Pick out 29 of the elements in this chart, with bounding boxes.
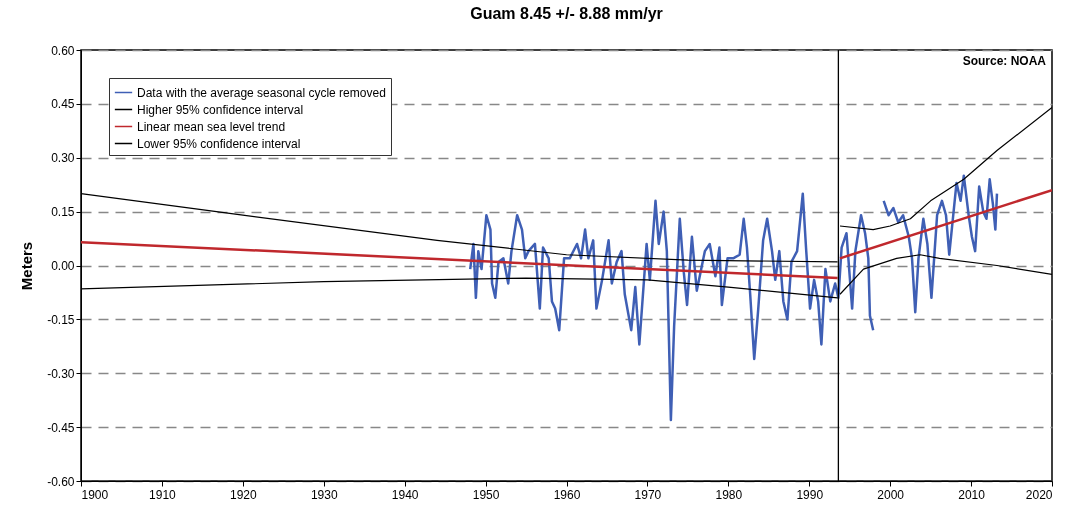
y-tick-label: 0.00 <box>51 259 75 273</box>
x-tick-label: 1990 <box>796 487 824 502</box>
x-tick-label: 1910 <box>149 487 177 502</box>
y-tick-label: -0.60 <box>47 474 75 489</box>
legend-label: Lower 95% confidence interval <box>137 136 301 151</box>
x-tick-label: 1920 <box>229 487 257 502</box>
y-tick-label: 0.45 <box>51 97 75 112</box>
x-tick-label: 1960 <box>553 487 581 502</box>
x-tick-label: 2000 <box>877 487 905 502</box>
y-tick-label: 0.15 <box>51 205 75 220</box>
y-axis-title: Meters <box>18 241 36 291</box>
y-tick-label: -0.45 <box>47 420 75 435</box>
y-tick-label: 0.60 <box>51 43 75 58</box>
legend-label: Data with the average seasonal cycle removed <box>137 85 386 100</box>
chart-title: Guam 8.45 +/- 8.88 mm/yr <box>470 5 663 22</box>
legend-label: Linear mean sea level trend <box>137 119 286 134</box>
x-tick-label: 2010 <box>958 487 986 502</box>
legend-label: Higher 95% confidence interval <box>137 102 304 117</box>
x-tick-label: 1930 <box>310 487 338 502</box>
x-tick-label: 1940 <box>391 487 419 502</box>
x-tick-label: 2020 <box>1025 487 1053 502</box>
annotation: Source: NOAA <box>962 54 1047 68</box>
x-tick-label: 1980 <box>715 487 743 502</box>
y-tick-label: -0.15 <box>47 312 75 327</box>
x-tick-label: 1900 <box>81 487 109 502</box>
x-tick-label: 1950 <box>472 487 500 502</box>
y-tick-label: 0.30 <box>51 151 75 166</box>
y-tick-label: -0.30 <box>47 366 75 381</box>
x-tick-label: 1970 <box>634 487 662 502</box>
